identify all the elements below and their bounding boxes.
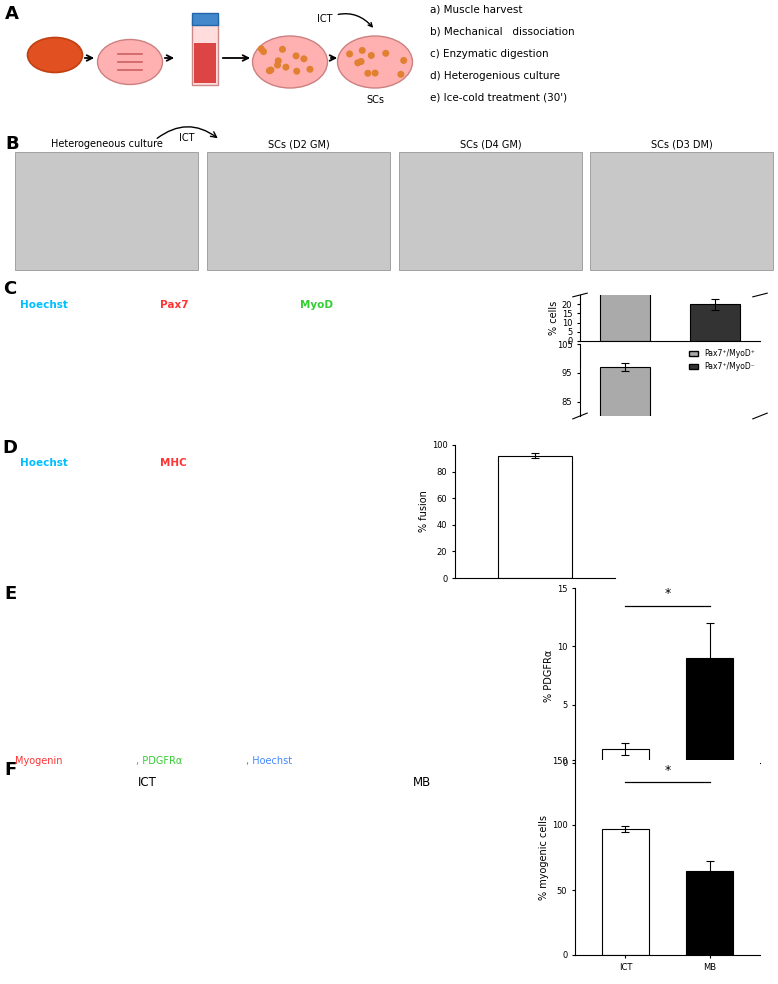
Text: E: E <box>4 585 16 603</box>
Text: b) Mechanical   dissociation: b) Mechanical dissociation <box>430 27 575 37</box>
Text: MB: MB <box>413 601 432 614</box>
Circle shape <box>346 50 353 57</box>
Circle shape <box>274 62 281 69</box>
Circle shape <box>382 50 389 57</box>
Circle shape <box>293 68 300 75</box>
Circle shape <box>354 59 361 66</box>
Text: Hoechst: Hoechst <box>20 300 68 310</box>
Bar <box>602 829 649 955</box>
Circle shape <box>260 48 267 55</box>
Text: F: F <box>4 761 16 779</box>
Ellipse shape <box>97 39 163 85</box>
Bar <box>499 456 572 578</box>
Text: Merge: Merge <box>440 300 478 310</box>
Text: MHC: MHC <box>160 458 187 468</box>
Text: e) Ice-cold treatment (30'): e) Ice-cold treatment (30') <box>430 93 567 103</box>
Circle shape <box>398 71 405 78</box>
Ellipse shape <box>338 36 412 88</box>
Text: C: C <box>3 279 16 298</box>
Text: *: * <box>664 764 671 777</box>
Circle shape <box>279 46 286 53</box>
Text: *: * <box>664 586 671 599</box>
Text: D: D <box>2 439 17 458</box>
Text: a) Muscle harvest: a) Muscle harvest <box>430 5 523 15</box>
Circle shape <box>258 45 265 52</box>
Text: ICT: ICT <box>138 601 157 614</box>
Bar <box>192 20 218 85</box>
Y-axis label: % cells: % cells <box>549 301 559 336</box>
Text: ICT: ICT <box>317 14 372 27</box>
Text: Hoechst: Hoechst <box>20 458 68 468</box>
Circle shape <box>358 58 365 65</box>
Text: B: B <box>5 135 19 153</box>
Bar <box>15 152 198 270</box>
Circle shape <box>300 55 307 62</box>
Circle shape <box>275 57 282 64</box>
Ellipse shape <box>253 36 328 88</box>
Text: Heterogeneous culture: Heterogeneous culture <box>51 139 163 149</box>
Y-axis label: % PDGFRα: % PDGFRα <box>544 649 554 702</box>
Text: ICT: ICT <box>179 133 194 143</box>
Circle shape <box>293 52 300 59</box>
Circle shape <box>368 52 375 59</box>
Text: , Hoechst: , Hoechst <box>246 756 292 766</box>
Circle shape <box>372 70 379 77</box>
Bar <box>686 658 733 763</box>
Text: MB: MB <box>413 776 432 789</box>
Circle shape <box>266 67 273 74</box>
Bar <box>194 43 216 83</box>
Bar <box>601 162 650 341</box>
Bar <box>686 871 733 955</box>
Text: Pax7: Pax7 <box>160 300 189 310</box>
Text: Myogenin: Myogenin <box>15 756 62 766</box>
Bar <box>207 152 390 270</box>
Bar <box>690 588 740 646</box>
Bar <box>690 304 740 341</box>
Legend: Pax7⁺/MyoD⁺, Pax7⁺/MyoD⁻: Pax7⁺/MyoD⁺, Pax7⁺/MyoD⁻ <box>687 347 756 373</box>
Circle shape <box>307 66 314 73</box>
Y-axis label: % myogenic cells: % myogenic cells <box>539 815 548 900</box>
Circle shape <box>268 67 275 74</box>
Bar <box>192 13 218 25</box>
Text: Merge: Merge <box>300 458 338 468</box>
Text: SCs (D2 GM): SCs (D2 GM) <box>268 139 329 149</box>
Text: SCs (D3 DM): SCs (D3 DM) <box>650 139 713 149</box>
Ellipse shape <box>27 37 82 73</box>
Text: A: A <box>5 5 19 23</box>
Circle shape <box>282 64 289 71</box>
Bar <box>590 152 773 270</box>
Text: SCs (D4 GM): SCs (D4 GM) <box>460 139 521 149</box>
Text: SCs: SCs <box>366 95 384 105</box>
Text: ICT: ICT <box>138 776 157 789</box>
Circle shape <box>400 57 407 64</box>
Circle shape <box>364 70 371 77</box>
Text: , PDGFRα: , PDGFRα <box>136 756 182 766</box>
Text: c) Enzymatic digestion: c) Enzymatic digestion <box>430 49 548 59</box>
Text: MyoD: MyoD <box>300 300 333 310</box>
Bar <box>399 152 582 270</box>
Bar <box>602 749 649 763</box>
Bar <box>601 367 650 646</box>
Text: d) Heterogenious culture: d) Heterogenious culture <box>430 71 560 81</box>
Circle shape <box>359 47 366 54</box>
Y-axis label: % fusion: % fusion <box>419 491 429 532</box>
